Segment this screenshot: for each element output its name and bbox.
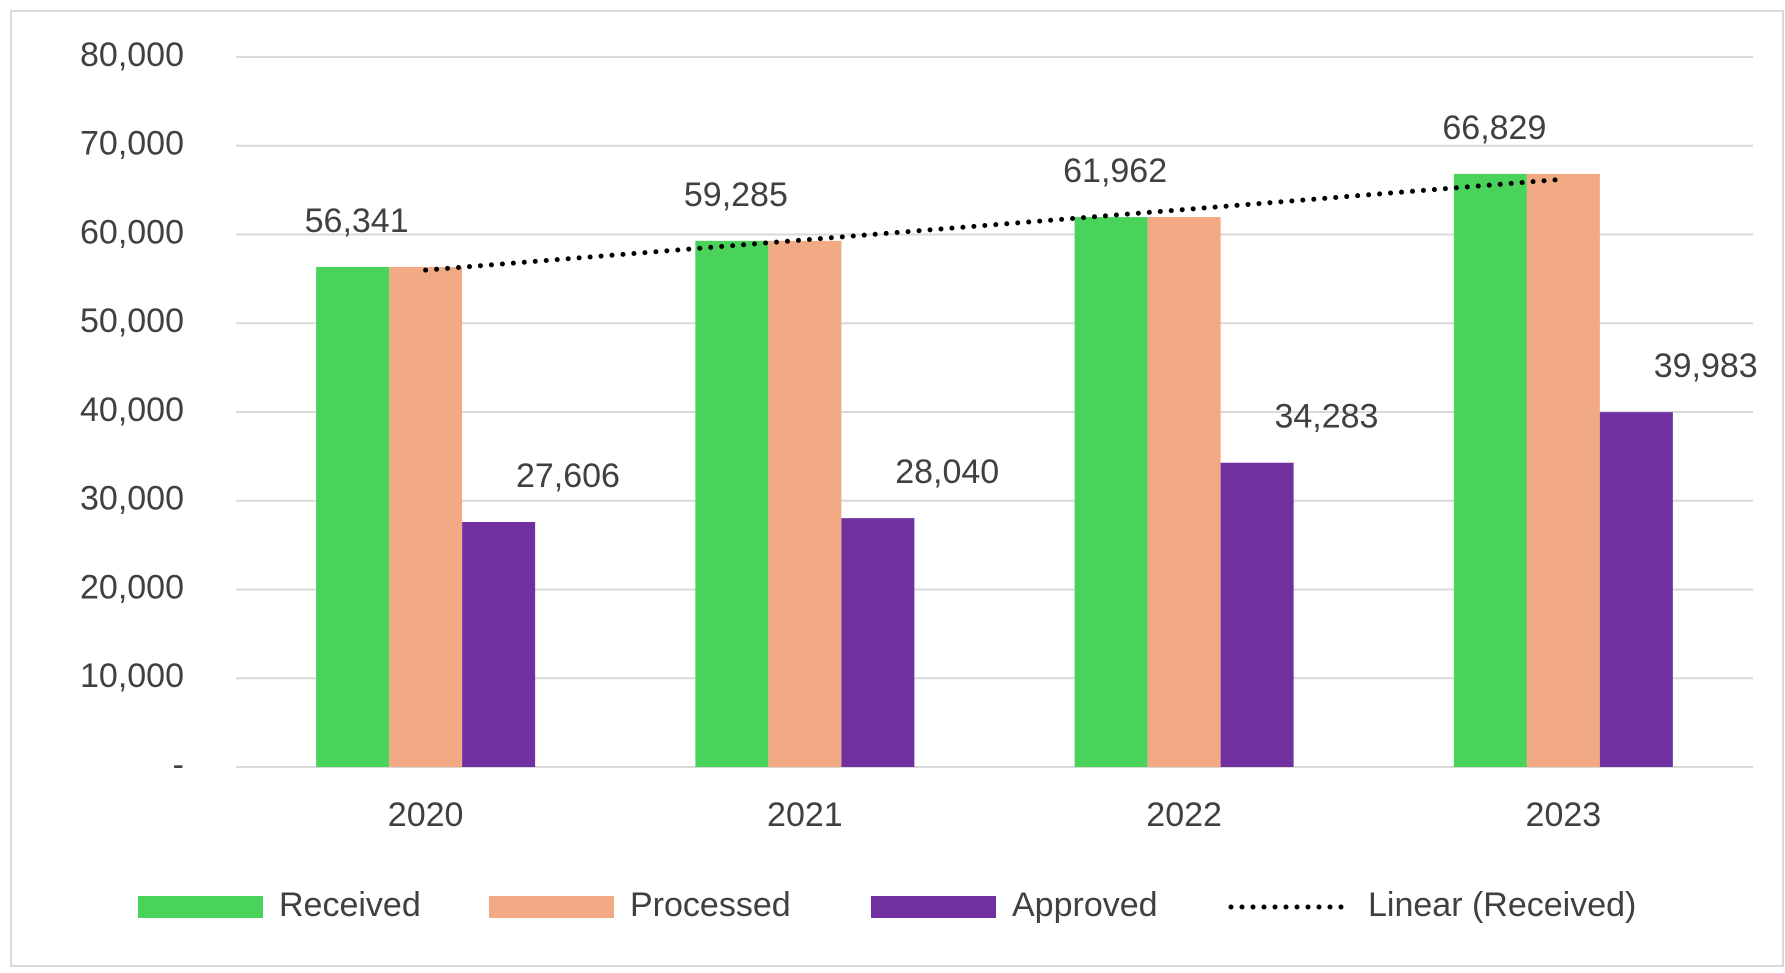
y-tick-label: 50,000 bbox=[80, 302, 184, 340]
data-label: 66,829 bbox=[1442, 109, 1546, 147]
y-tick-label: 70,000 bbox=[80, 125, 184, 163]
y-tick-label: 10,000 bbox=[80, 657, 184, 695]
legend-label: Processed bbox=[630, 886, 791, 924]
data-label: 59,285 bbox=[684, 176, 788, 214]
bar bbox=[841, 518, 915, 767]
data-label: 27,606 bbox=[516, 457, 620, 495]
bar bbox=[316, 266, 390, 767]
y-tick-label: 80,000 bbox=[80, 36, 184, 74]
bar bbox=[1453, 173, 1527, 767]
legend-label: Received bbox=[279, 886, 421, 924]
y-tick-label: 60,000 bbox=[80, 213, 184, 251]
legend-label: Approved bbox=[1012, 886, 1158, 924]
legend-label: Linear (Received) bbox=[1368, 886, 1636, 924]
x-tick-label: 2020 bbox=[388, 796, 464, 834]
y-tick-label: - bbox=[173, 746, 184, 784]
x-tick-label: 2023 bbox=[1526, 796, 1602, 834]
x-tick-label: 2021 bbox=[767, 796, 843, 834]
legend-swatch bbox=[489, 896, 614, 918]
y-tick-label: 30,000 bbox=[80, 480, 184, 518]
bar bbox=[1220, 462, 1294, 767]
legend-swatch bbox=[138, 896, 263, 918]
legend-swatch bbox=[871, 896, 996, 918]
data-label: 34,283 bbox=[1274, 398, 1378, 436]
trend-line bbox=[423, 176, 1566, 273]
data-label: 39,983 bbox=[1654, 347, 1758, 385]
x-tick-label: 2022 bbox=[1146, 796, 1222, 834]
bar bbox=[1599, 412, 1673, 767]
data-label: 28,040 bbox=[895, 453, 999, 491]
y-tick-label: 40,000 bbox=[80, 391, 184, 429]
bar bbox=[462, 521, 536, 767]
y-tick-label: 20,000 bbox=[80, 568, 184, 606]
data-label: 56,341 bbox=[305, 202, 409, 240]
bar bbox=[695, 240, 769, 767]
bar bbox=[768, 240, 842, 767]
bar bbox=[389, 266, 463, 767]
data-label: 61,962 bbox=[1063, 152, 1167, 190]
bar bbox=[1147, 217, 1221, 767]
bar bbox=[1074, 217, 1148, 767]
bar bbox=[1526, 173, 1600, 767]
